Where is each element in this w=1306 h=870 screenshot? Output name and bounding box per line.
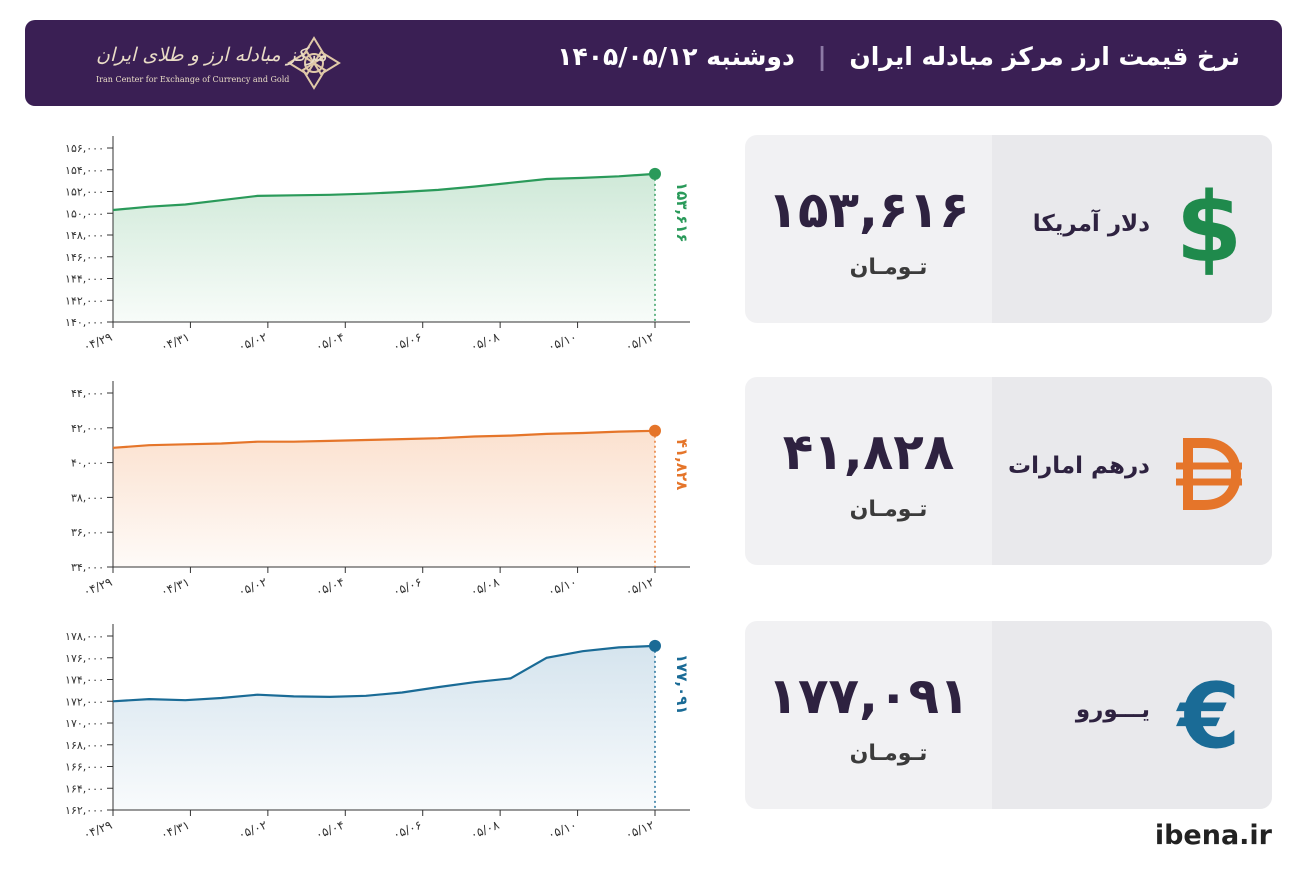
y-tick-label: ۳۴,۰۰۰ [71, 561, 104, 574]
y-tick-label: ۱۶۴,۰۰۰ [65, 782, 104, 795]
card-name-panel [992, 135, 1272, 323]
x-tick-label: ۰۵/۰۲ [236, 818, 269, 842]
euro-card: ۱۷۷,۰۹۱ تـومـان یـــورو € [745, 621, 1272, 809]
last-value-label: ۱۷۷,۰۹۱ [673, 654, 691, 715]
x-tick-label: ۰۴/۲۹ [81, 818, 114, 842]
x-tick-label: ۰۵/۰۸ [468, 818, 501, 842]
y-tick-label: ۱۵۰,۰۰۰ [65, 207, 104, 220]
last-value-point [649, 639, 661, 652]
series-line [112, 172, 656, 212]
y-tick-label: ۱۴۴,۰۰۰ [65, 273, 104, 286]
dollar-icon: $ [1176, 179, 1243, 279]
y-tick-label: ۱۷۰,۰۰۰ [65, 717, 104, 730]
y-tick-label: ۴۰,۰۰۰ [71, 457, 104, 470]
x-tick-label: ۰۴/۲۹ [81, 575, 114, 599]
logo: مرکز مبادله ارز و طلای ایران Iran Center… [60, 32, 345, 94]
dollar-unit: تـومـان [849, 255, 928, 280]
page-title: نرخ قیمت ارز مرکز مبادله ایران | دوشنبه … [557, 42, 1240, 71]
y-tick-label: ۱۷۲,۰۰۰ [65, 695, 104, 708]
dirham-price: ۴۱,۸۲۸ [782, 423, 955, 481]
title-date: دوشنبه ۱۴۰۵/۰۵/۱۲ [557, 42, 795, 71]
y-tick-label: ۴۴,۰۰۰ [71, 387, 104, 400]
y-tick-label: ۱۴۰,۰۰۰ [65, 316, 104, 329]
x-tick-label: ۰۵/۱۲ [623, 818, 656, 842]
y-tick-label: ۱۴۸,۰۰۰ [65, 229, 104, 242]
card-name-panel [992, 377, 1272, 565]
y-tick-label: ۳۸,۰۰۰ [71, 491, 104, 504]
x-tick-label: ۰۵/۱۰ [546, 330, 579, 354]
y-tick-label: ۱۶۶,۰۰۰ [65, 761, 104, 774]
last-value-label: ۱۵۳,۶۱۶ [673, 182, 691, 243]
x-tick-label: ۰۴/۳۱ [159, 818, 192, 842]
series-line [112, 429, 656, 449]
dollar-chart: ۱۴۰,۰۰۰ ۱۴۲,۰۰۰ ۱۴۴,۰۰۰ ۱۴۶,۰۰۰ ۱۴۸,۰۰۰ ۱۵۰,۰… [65, 136, 691, 354]
euro-chart: ۱۶۲,۰۰۰ ۱۶۴,۰۰۰ ۱۶۶,۰۰۰ ۱۶۸,۰۰۰ ۱۷۰,۰۰۰ ۱۷۲,۰… [65, 624, 691, 842]
dirham-name: درهم امارات [1007, 453, 1150, 479]
dirham-chart: ۳۴,۰۰۰ ۳۶,۰۰۰ ۳۸,۰۰۰ ۴۰,۰۰۰ ۴۲,۰۰۰ ۴۴,۰۰۰ ۰۴/۲… [71, 381, 691, 599]
site-watermark: ibena.ir [1154, 820, 1272, 851]
logo-emblem-icon [287, 36, 341, 90]
y-tick-label: ۱۵۴,۰۰۰ [65, 164, 104, 177]
x-tick-label: ۰۵/۰۴ [314, 818, 347, 842]
last-value-point [649, 167, 661, 180]
euro-name: یـــورو [1075, 697, 1150, 723]
x-tick-label: ۰۵/۰۴ [314, 575, 347, 599]
x-tick-label: ۰۵/۱۰ [546, 818, 579, 842]
y-tick-label: ۱۴۲,۰۰۰ [65, 294, 104, 307]
dirham-unit: تـومـان [849, 497, 928, 522]
series-area [113, 430, 655, 567]
y-tick-label: ۱۶۲,۰۰۰ [65, 804, 104, 817]
x-tick-label: ۰۵/۰۲ [236, 575, 269, 599]
logo-subtitle: Iran Center for Exchange of Currency and… [96, 75, 290, 84]
x-tick-label: ۰۵/۱۰ [546, 575, 579, 599]
x-tick-label: ۰۵/۱۲ [623, 330, 656, 354]
x-tick-label: ۰۵/۰۶ [391, 330, 424, 354]
y-tick-label: ۳۶,۰۰۰ [71, 526, 104, 539]
x-tick-label: ۰۵/۰۸ [468, 575, 501, 599]
euro-icon: € [1176, 665, 1241, 765]
y-tick-label: ۱۷۸,۰۰۰ [65, 630, 104, 643]
y-tick-label: ۱۶۸,۰۰۰ [65, 739, 104, 752]
last-value-label: ۴۱,۸۲۸ [673, 439, 691, 490]
x-tick-label: ۰۴/۳۱ [159, 330, 192, 354]
series-area [113, 645, 655, 810]
euro-unit: تـومـان [849, 741, 928, 766]
y-tick-label: ۱۵۲,۰۰۰ [65, 186, 104, 199]
dirham-card: ۴۱,۸۲۸ تـومـان درهم امارات [745, 377, 1272, 565]
y-tick-label: ۴۲,۰۰۰ [71, 422, 104, 435]
logo-text: مرکز مبادله ارز و طلای ایران [96, 44, 327, 66]
y-tick-label: ۱۷۴,۰۰۰ [65, 674, 104, 687]
x-tick-label: ۰۵/۱۲ [623, 575, 656, 599]
series-area [113, 173, 655, 322]
y-tick-label: ۱۷۶,۰۰۰ [65, 652, 104, 665]
x-tick-label: ۰۴/۳۱ [159, 575, 192, 599]
title-text: نرخ قیمت ارز مرکز مبادله ایران [849, 42, 1240, 71]
svg-text:$: $ [1176, 179, 1243, 279]
header-bar: نرخ قیمت ارز مرکز مبادله ایران | دوشنبه … [25, 20, 1282, 106]
title-separator: | [817, 42, 827, 71]
svg-text:€: € [1176, 665, 1241, 765]
last-value-point [649, 424, 661, 437]
euro-price: ۱۷۷,۰۹۱ [767, 667, 970, 725]
x-tick-label: ۰۵/۰۲ [236, 330, 269, 354]
y-tick-label: ۱۴۶,۰۰۰ [65, 251, 104, 264]
dirham-icon [1176, 438, 1242, 510]
dollar-price: ۱۵۳,۶۱۶ [767, 181, 970, 239]
x-tick-label: ۰۵/۰۶ [391, 575, 424, 599]
x-tick-label: ۰۴/۲۹ [81, 330, 114, 354]
x-tick-label: ۰۵/۰۴ [314, 330, 347, 354]
y-tick-label: ۱۵۶,۰۰۰ [65, 142, 104, 155]
x-tick-label: ۰۵/۰۸ [468, 330, 501, 354]
card-name-panel [992, 621, 1272, 809]
dollar-name: دلار آمریکا [1032, 211, 1150, 237]
dollar-card: ۱۵۳,۶۱۶ تـومـان دلار آمریکا $ [745, 135, 1272, 323]
series-line [112, 644, 656, 703]
x-tick-label: ۰۵/۰۶ [391, 818, 424, 842]
